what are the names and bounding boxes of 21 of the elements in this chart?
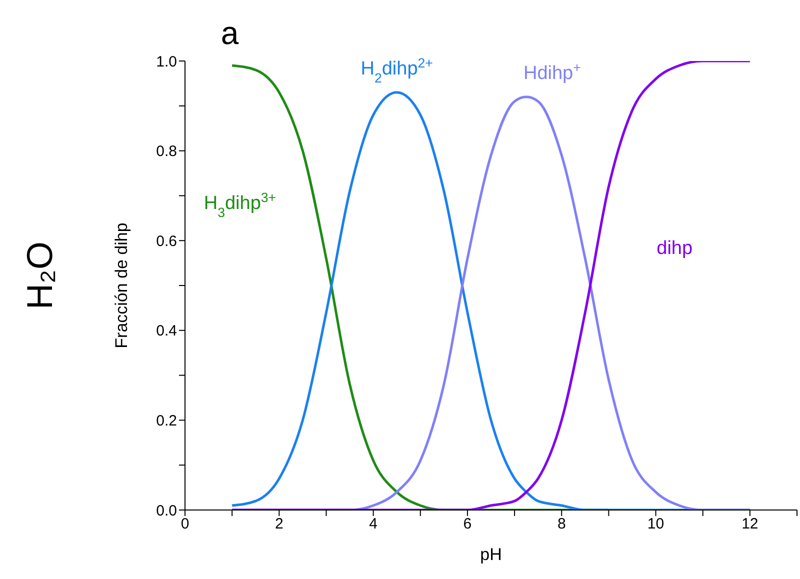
y-axis-title: Fracción de dihp (112, 222, 132, 348)
y-tick-label: 0.8 (156, 143, 177, 160)
x-tick-label: 2 (274, 516, 284, 533)
x-tick-label: 8 (557, 516, 566, 533)
y-tick-label: 0.6 (156, 232, 177, 250)
x-tick-label: 12 (742, 516, 758, 533)
y-tick-label: 0.4 (156, 322, 177, 340)
y-tick-label: 0.2 (156, 412, 177, 430)
x-tick-label: 4 (369, 516, 378, 533)
x-tick-label: 10 (647, 516, 664, 533)
series-label: Hdihp$^{+}$ (523, 59, 582, 84)
x-tick-label: 6 (463, 516, 472, 533)
chart-title: a (220, 15, 239, 51)
y-tick-label: 0.0 (156, 502, 177, 520)
text: H₂O (19, 242, 60, 310)
series-label: H$_{3}$dihp$^{3+}$ (204, 190, 276, 220)
series-label: H$_{2}$dihp$^{2+}$ (360, 54, 434, 85)
x-axis-title: pH (480, 545, 502, 564)
x-tick-label: 0 (180, 516, 190, 533)
y-tick-label: 1.0 (156, 53, 177, 70)
text: dihp (656, 238, 693, 260)
